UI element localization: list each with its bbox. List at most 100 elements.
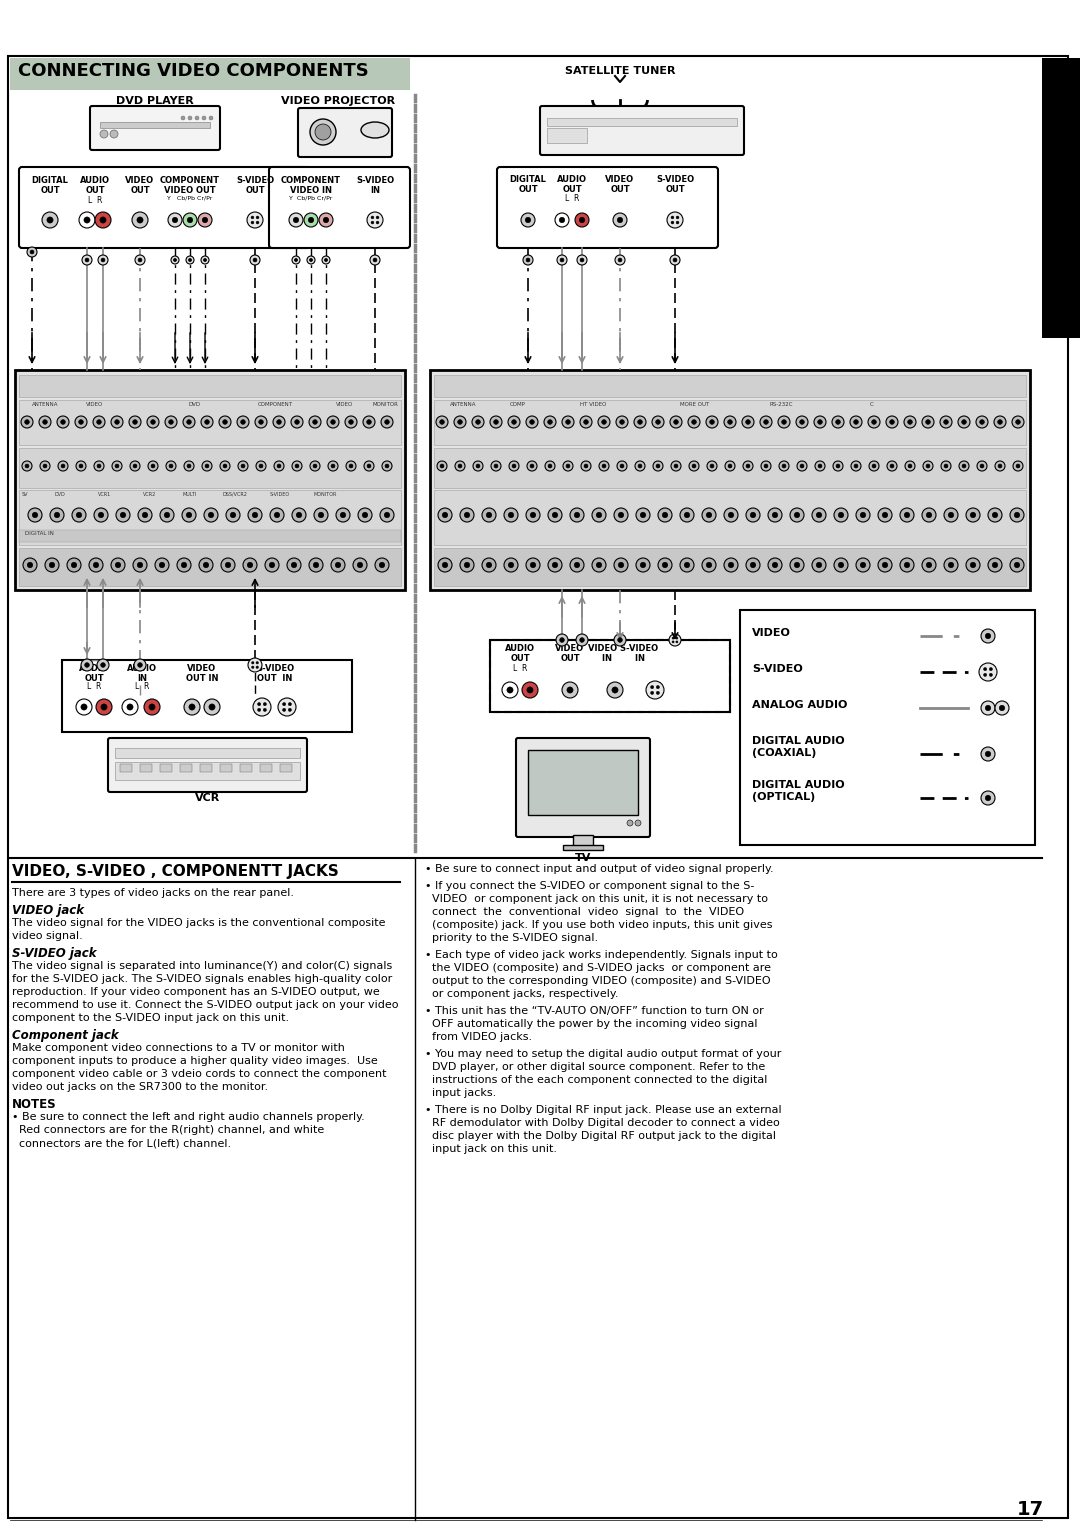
Circle shape: [464, 512, 470, 518]
Circle shape: [100, 217, 106, 223]
Circle shape: [183, 212, 197, 228]
Circle shape: [526, 507, 540, 523]
Circle shape: [67, 558, 81, 571]
Circle shape: [616, 416, 627, 428]
Circle shape: [313, 465, 316, 468]
Circle shape: [961, 420, 967, 425]
Circle shape: [137, 562, 143, 568]
Circle shape: [545, 461, 555, 471]
Circle shape: [110, 130, 118, 138]
Circle shape: [728, 562, 733, 568]
Circle shape: [985, 633, 990, 639]
Circle shape: [278, 465, 281, 468]
Circle shape: [599, 461, 609, 471]
Circle shape: [386, 465, 389, 468]
Circle shape: [375, 558, 389, 571]
Circle shape: [138, 507, 152, 523]
Circle shape: [310, 461, 320, 471]
Text: RS-232C: RS-232C: [770, 402, 794, 406]
Circle shape: [85, 258, 89, 261]
Circle shape: [205, 420, 210, 425]
Text: • This unit has the “TV-AUTO ON/OFF” function to turn ON or: • This unit has the “TV-AUTO ON/OFF” fun…: [426, 1005, 764, 1016]
Circle shape: [307, 257, 315, 264]
Circle shape: [797, 461, 807, 471]
Circle shape: [760, 416, 772, 428]
Circle shape: [512, 465, 516, 468]
Circle shape: [120, 512, 125, 518]
Circle shape: [382, 461, 392, 471]
Circle shape: [620, 465, 624, 468]
Circle shape: [570, 507, 584, 523]
Circle shape: [504, 507, 518, 523]
Circle shape: [473, 461, 483, 471]
Text: OFF automatically the power by the incoming video signal: OFF automatically the power by the incom…: [426, 1019, 757, 1028]
Text: C: C: [870, 402, 874, 406]
Circle shape: [854, 465, 858, 468]
Circle shape: [253, 512, 258, 518]
Bar: [260, 764, 272, 772]
Circle shape: [210, 116, 213, 121]
Bar: [546, 118, 737, 125]
Text: reproduction. If your video component has an S-VIDEO output, we: reproduction. If your video component ha…: [12, 987, 380, 996]
Circle shape: [559, 217, 565, 223]
Circle shape: [657, 691, 660, 695]
Circle shape: [96, 698, 112, 715]
Circle shape: [475, 420, 481, 425]
Circle shape: [458, 420, 462, 425]
Circle shape: [527, 461, 537, 471]
Circle shape: [310, 258, 312, 261]
Circle shape: [927, 512, 932, 518]
Bar: [220, 764, 232, 772]
Text: ANALOG AUDIO: ANALOG AUDIO: [752, 700, 848, 711]
Circle shape: [296, 512, 301, 518]
Circle shape: [926, 420, 930, 425]
Circle shape: [710, 420, 714, 425]
Circle shape: [998, 465, 1002, 468]
Circle shape: [869, 461, 879, 471]
Circle shape: [443, 562, 448, 568]
Circle shape: [819, 465, 822, 468]
Circle shape: [116, 562, 121, 568]
Circle shape: [940, 416, 951, 428]
Circle shape: [1010, 507, 1024, 523]
Circle shape: [122, 698, 138, 715]
Circle shape: [702, 558, 716, 571]
Circle shape: [129, 416, 141, 428]
Circle shape: [507, 688, 513, 694]
Circle shape: [838, 562, 843, 568]
Circle shape: [905, 461, 915, 471]
Text: DVD: DVD: [55, 492, 66, 497]
Circle shape: [512, 420, 516, 425]
Text: AUDIO
OUT: AUDIO OUT: [557, 176, 588, 194]
Circle shape: [746, 558, 760, 571]
Circle shape: [437, 461, 447, 471]
Circle shape: [676, 637, 678, 639]
Circle shape: [900, 558, 914, 571]
Circle shape: [522, 681, 538, 698]
Bar: [19, 448, 401, 487]
Circle shape: [838, 512, 843, 518]
Circle shape: [256, 662, 258, 665]
Circle shape: [130, 461, 140, 471]
Circle shape: [789, 507, 804, 523]
Text: disc player with the Dolby Digital RF output jack to the digital: disc player with the Dolby Digital RF ou…: [426, 1131, 777, 1141]
Text: AUDIO
OUT: AUDIO OUT: [79, 665, 109, 683]
Circle shape: [634, 416, 646, 428]
Circle shape: [438, 558, 453, 571]
Circle shape: [707, 461, 717, 471]
Circle shape: [76, 698, 92, 715]
Circle shape: [324, 258, 327, 261]
Circle shape: [336, 507, 350, 523]
Circle shape: [287, 558, 301, 571]
Circle shape: [295, 465, 299, 468]
Circle shape: [998, 420, 1002, 425]
Circle shape: [652, 416, 664, 428]
Bar: [490, 640, 730, 712]
Bar: [1042, 58, 1080, 338]
Circle shape: [259, 465, 262, 468]
Bar: [280, 764, 292, 772]
Circle shape: [81, 704, 87, 711]
Text: DVD player, or other digital source component. Refer to the: DVD player, or other digital source comp…: [426, 1062, 766, 1073]
Text: 17: 17: [1016, 1500, 1043, 1519]
Circle shape: [57, 416, 69, 428]
